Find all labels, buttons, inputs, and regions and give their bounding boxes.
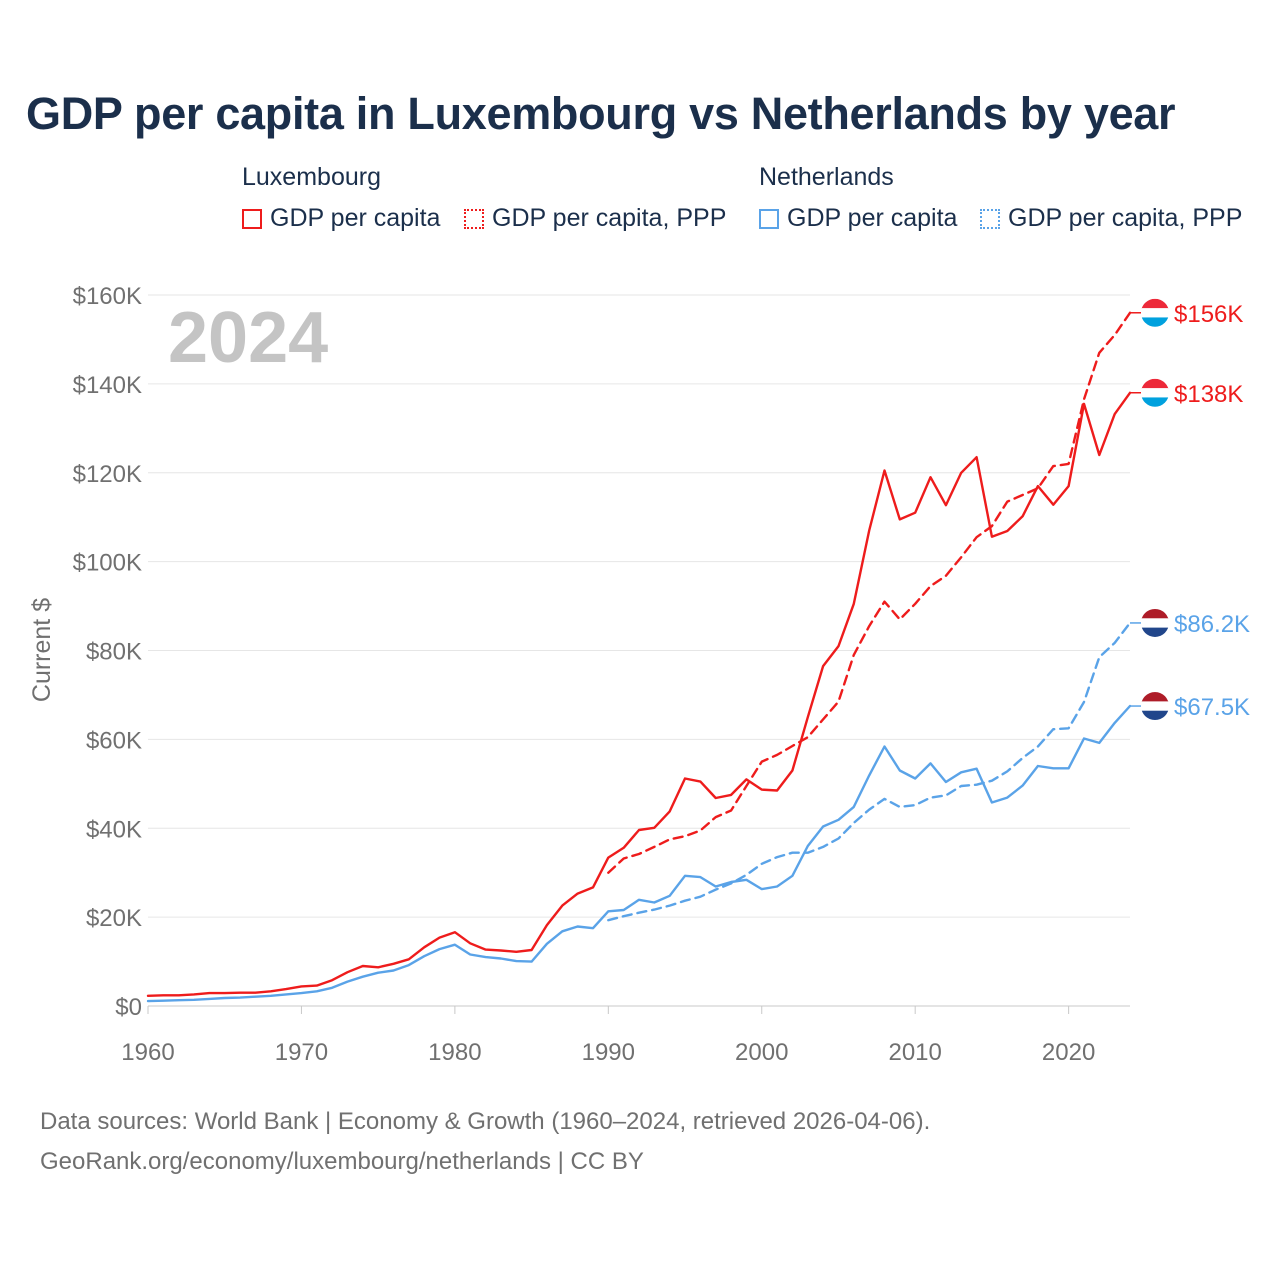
- x-tick-label: 1970: [275, 1039, 328, 1066]
- netherlands-flag-icon: [1141, 608, 1169, 637]
- series-line-0: [146, 391, 1132, 997]
- legend-swatch-solid-icon: [759, 208, 779, 229]
- legend-item-nl-gdp[interactable]: GDP per capita: [759, 204, 957, 233]
- series-line-1: [607, 311, 1132, 874]
- legend-label: GDP per capita: [787, 204, 958, 232]
- x-tick-label: 2020: [1042, 1039, 1095, 1066]
- legend-item-lux-ppp[interactable]: GDP per capita, PPP: [464, 204, 726, 233]
- legend-swatch-dotted-icon: [464, 208, 484, 229]
- y-tick-label: $60K: [86, 727, 142, 754]
- chart-title: GDP per capita in Luxembourg vs Netherla…: [26, 88, 1176, 139]
- legend-item-lux-gdp[interactable]: GDP per capita: [242, 204, 440, 233]
- y-tick-label: $40K: [86, 816, 142, 843]
- x-tick-label: 1960: [121, 1039, 174, 1066]
- y-axis-label: Current $: [28, 598, 56, 702]
- x-tick-label: 1990: [582, 1039, 635, 1066]
- legend-group-netherlands: Netherlands: [759, 163, 894, 191]
- legend-group-luxembourg: Luxembourg: [242, 163, 381, 191]
- y-tick-label: $80K: [86, 639, 142, 666]
- gridlines: [148, 294, 1130, 1007]
- legend-label: GDP per capita, PPP: [1008, 204, 1243, 232]
- luxembourg-flag-icon: [1141, 298, 1169, 327]
- y-tick-label: $160K: [73, 283, 142, 310]
- end-labels: $138K $156K $67.5K $86.2K: [1130, 298, 1250, 721]
- legend-swatch-dotted-icon: [980, 208, 1000, 229]
- legend-label: GDP per capita, PPP: [492, 204, 727, 232]
- luxembourg-flag-icon: [1141, 378, 1169, 407]
- y-tick-label: $0: [115, 994, 142, 1021]
- y-tick-label: $100K: [73, 550, 142, 577]
- end-value-label: $86.2K: [1174, 611, 1250, 638]
- end-value-label: $138K: [1174, 381, 1243, 408]
- year-watermark: 2024: [168, 298, 328, 378]
- legend-label: GDP per capita: [270, 204, 441, 232]
- x-tick-label: 1980: [428, 1039, 481, 1066]
- x-tick-label: 2010: [888, 1039, 941, 1066]
- end-value-label: $156K: [1174, 301, 1243, 328]
- x-axis-ticks: 1960 1970 1980 1990 2000 2010 2020: [121, 1006, 1095, 1066]
- netherlands-flag-icon: [1141, 692, 1169, 721]
- source-line-1: Data sources: World Bank | Economy & Gro…: [40, 1108, 931, 1135]
- series-line-2: [146, 704, 1132, 1003]
- end-value-label: $67.5K: [1174, 694, 1250, 721]
- series-lines: [146, 311, 1132, 1003]
- y-tick-label: $140K: [73, 372, 142, 399]
- legend-item-nl-ppp[interactable]: GDP per capita, PPP: [980, 204, 1242, 233]
- y-axis-ticks: $0 $20K $40K $60K $80K $100K $120K $140K $160K: [73, 283, 142, 1021]
- x-tick-label: 2000: [735, 1039, 788, 1066]
- y-tick-label: $120K: [73, 461, 142, 488]
- y-tick-label: $20K: [86, 905, 142, 932]
- source-line-2: GeoRank.org/economy/luxembourg/netherlan…: [40, 1148, 644, 1175]
- legend-swatch-solid-icon: [242, 208, 262, 229]
- series-line-3: [607, 621, 1132, 922]
- line-chart: $0 $20K $40K $60K $80K $100K $120K $140K $160K 1…: [28, 283, 1250, 1066]
